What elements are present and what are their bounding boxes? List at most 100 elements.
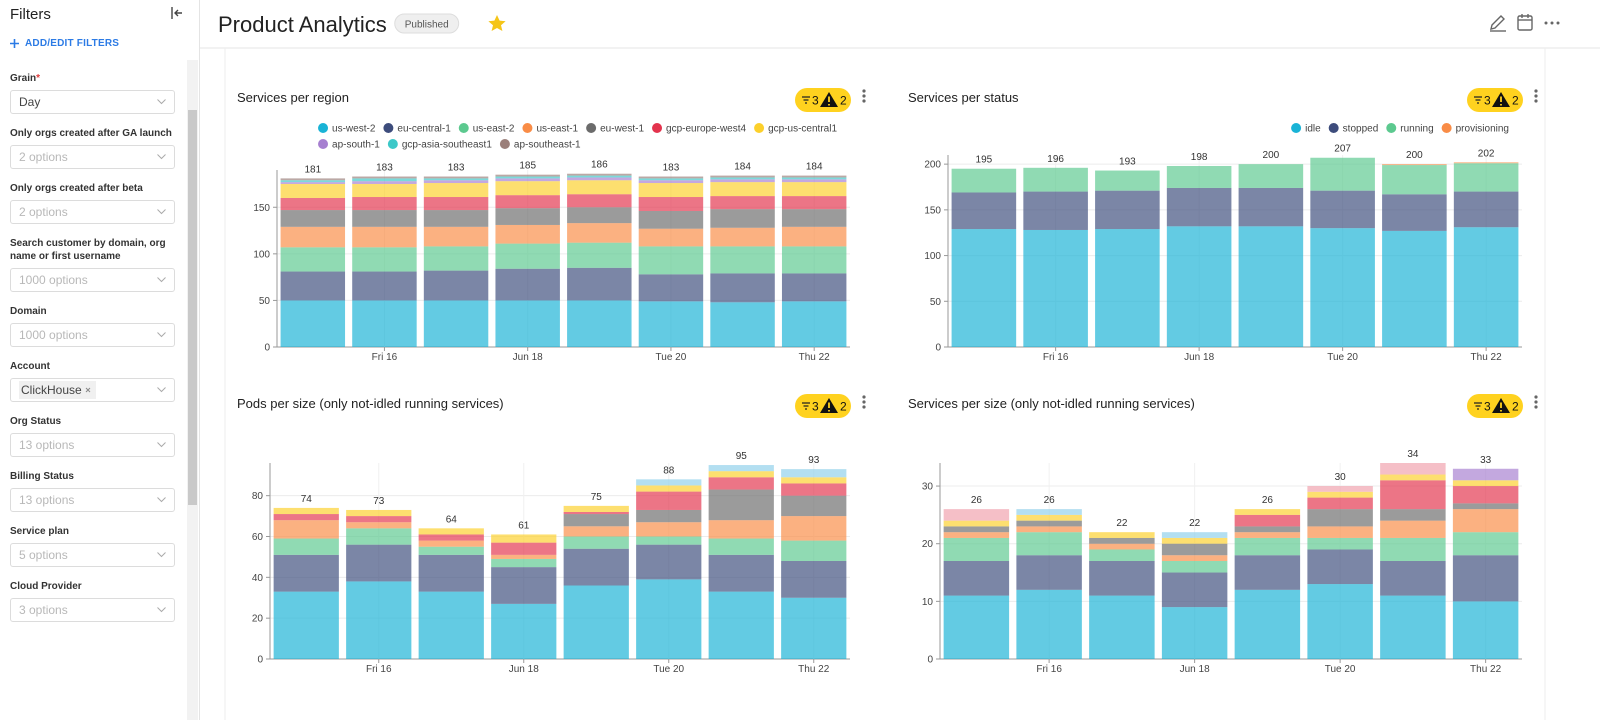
calendar-icon[interactable]	[1517, 14, 1533, 31]
filter-select[interactable]: ClickHouse	[10, 378, 175, 402]
bar-segment	[710, 209, 775, 228]
more-menu[interactable]	[862, 99, 866, 103]
bar-segment	[1166, 226, 1232, 347]
bar-segment	[781, 182, 847, 197]
bar-segment	[1452, 480, 1519, 487]
scrollbar[interactable]	[187, 60, 198, 720]
more-menu[interactable]	[1534, 99, 1538, 103]
bar-segment	[280, 271, 346, 301]
filter-select[interactable]: 1000 options	[10, 268, 175, 292]
legend-label: provisioning	[1456, 124, 1509, 135]
more-icon[interactable]	[1544, 21, 1560, 25]
legend-swatch	[1291, 123, 1302, 133]
filter-select[interactable]: 13 options	[10, 488, 175, 512]
bar-segment	[1023, 167, 1088, 192]
bar-segment	[943, 532, 1010, 538]
bar-segment	[423, 270, 489, 301]
filter-select[interactable]: 2 options	[10, 145, 175, 169]
total-label: 73	[373, 496, 385, 507]
filter-sidebar: Filters ADD/EDIT FILTERS Grain* Day Only o…	[0, 0, 200, 720]
edit-icon[interactable]	[1490, 15, 1506, 32]
filter-placeholder: 5 options	[19, 548, 68, 562]
more-menu[interactable]	[1534, 94, 1538, 98]
x-tick-label: Thu 22	[799, 352, 831, 363]
chip-remove[interactable]	[82, 386, 92, 394]
legend-label: gcp-asia-southeast1	[402, 140, 492, 151]
bar-segment	[708, 465, 774, 472]
bar-segment	[346, 544, 412, 582]
bar-segment	[273, 538, 339, 555]
legend-swatch	[383, 123, 394, 133]
bar-segment	[1016, 589, 1082, 659]
filter-select[interactable]: 5 options	[10, 543, 175, 567]
filter-select[interactable]: 13 options	[10, 433, 175, 457]
bar-segment	[495, 208, 560, 225]
bar-segment	[418, 591, 484, 659]
total-label: 196	[1047, 154, 1064, 165]
bar-segment	[636, 509, 702, 523]
total-label: 181	[304, 164, 321, 175]
bar-segment	[710, 175, 775, 178]
more-menu[interactable]	[862, 89, 866, 93]
bar-segment	[567, 300, 632, 347]
legend-item: eu-west-1	[586, 123, 644, 135]
bar-segment	[1380, 520, 1446, 538]
more-menu[interactable]	[1534, 89, 1538, 93]
bar-segment	[280, 226, 346, 248]
more-menu[interactable]	[1534, 395, 1538, 399]
x-tick-label: Jun 18	[1184, 352, 1214, 363]
filter-select[interactable]: 1000 options	[10, 323, 175, 347]
legend-label: us-west-2	[332, 124, 376, 135]
y-tick-label: 200	[924, 160, 941, 171]
more-menu[interactable]	[862, 400, 866, 404]
favorite-star[interactable]	[488, 15, 506, 31]
bar-segment	[781, 177, 847, 180]
x-tick-label: Fri 16	[366, 664, 392, 675]
bar-segment	[567, 207, 632, 224]
scrollbar-thumb[interactable]	[188, 110, 197, 505]
bar-segment	[943, 509, 1010, 521]
chevron	[157, 277, 166, 283]
bar-segment	[346, 516, 412, 523]
legend-item: gcp-us-central1	[754, 123, 837, 135]
bar-segment	[1380, 509, 1446, 521]
bar-segment	[495, 300, 560, 347]
add-filters-button[interactable]: ADD/EDIT FILTERS	[10, 38, 119, 49]
bar-segment	[1452, 509, 1519, 533]
bar-segment	[1453, 163, 1519, 192]
bar-segment	[710, 273, 775, 303]
filter-select[interactable]: 3 options	[10, 598, 175, 622]
bar-segment	[1453, 227, 1519, 347]
bar-segment	[1307, 509, 1373, 527]
filter-select[interactable]: Day	[10, 90, 175, 114]
bar-segment	[1238, 164, 1304, 188]
more-menu[interactable]	[1534, 400, 1538, 404]
legend-swatch	[586, 123, 597, 133]
collapse-button[interactable]	[170, 6, 184, 20]
bar-segment	[1166, 165, 1232, 188]
bar-segment	[567, 267, 632, 301]
bar-segment	[491, 558, 557, 568]
filter: Search customer by domain, org name or f…	[10, 237, 175, 292]
y-tick-label: 50	[930, 297, 942, 308]
more-menu[interactable]	[862, 405, 866, 409]
y-tick-label: 0	[927, 655, 933, 666]
add-filters-label: ADD/EDIT FILTERS	[25, 38, 120, 49]
bar-segment	[781, 226, 847, 247]
more-menu[interactable]	[862, 395, 866, 399]
filter-select[interactable]: 2 options	[10, 200, 175, 224]
bar-segment	[638, 246, 704, 275]
bar-segment	[781, 246, 847, 274]
bar-segment	[1382, 194, 1447, 231]
more-menu[interactable]	[1534, 405, 1538, 409]
bar-segment	[280, 182, 346, 184]
bar-segment	[781, 495, 847, 517]
more-menu[interactable]	[862, 94, 866, 98]
filter-label: Only orgs created after GA launch	[10, 127, 175, 140]
bar-segment	[1089, 543, 1155, 550]
status-pill	[394, 13, 460, 34]
bar-segment	[1095, 170, 1160, 191]
bar-segment	[1310, 190, 1375, 229]
bar-segment	[352, 183, 417, 198]
bar-segment	[567, 173, 632, 176]
